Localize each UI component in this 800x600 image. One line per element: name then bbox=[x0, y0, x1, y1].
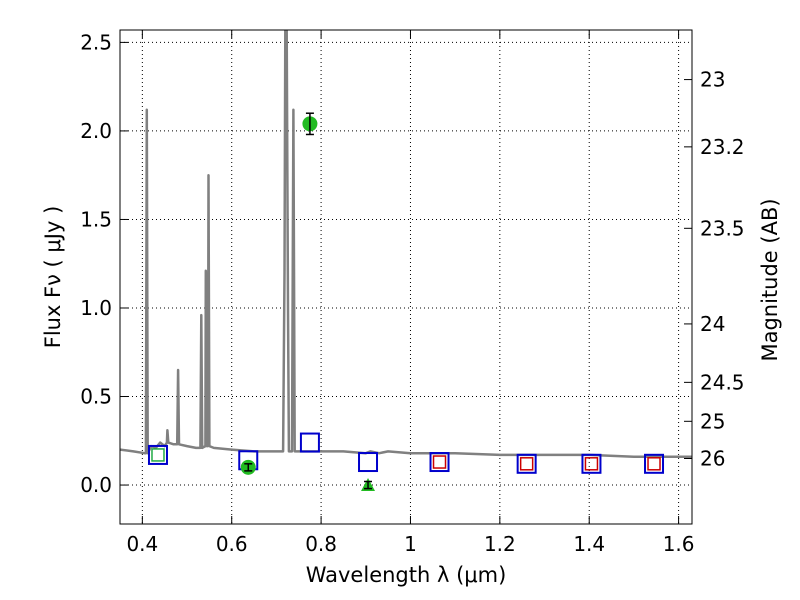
model-box-marker bbox=[581, 453, 602, 474]
x-axis-title: Wavelength λ (μm) bbox=[306, 563, 507, 587]
model-box-marker bbox=[644, 453, 665, 474]
y-tick-label: 0.0 bbox=[80, 473, 112, 497]
model-photometry-boxes bbox=[147, 432, 665, 474]
x-tick-label: 1.6 bbox=[663, 532, 695, 556]
x-tick-label: 0.4 bbox=[126, 532, 158, 556]
x-tick-label: 1.2 bbox=[484, 532, 516, 556]
x-tick-label: 1.4 bbox=[573, 532, 605, 556]
observed-photometry-points bbox=[240, 112, 376, 492]
y2-tick-label: 23 bbox=[700, 68, 725, 92]
y-tick-label: 2.5 bbox=[80, 30, 112, 54]
x-tick-label: 1 bbox=[404, 532, 417, 556]
y-tick-label: 1.0 bbox=[80, 296, 112, 320]
y2-tick-label: 24.5 bbox=[700, 370, 745, 394]
y2-tick-label: 25 bbox=[700, 409, 725, 433]
model-box-inner-marker bbox=[584, 457, 599, 471]
grid-lines bbox=[120, 30, 692, 524]
model-box-inner-marker bbox=[151, 448, 165, 462]
y2-tick-label: 24 bbox=[700, 312, 725, 336]
spectrum-series bbox=[120, 30, 692, 458]
y-tick-label: 2.0 bbox=[80, 119, 112, 143]
x-tick-label: 0.8 bbox=[305, 532, 337, 556]
plot-frame bbox=[119, 29, 693, 525]
axis-ticks: 0.4 0.6 0.8 1 1.2 1.4 1.6 0.0 0.5 1.0 1.5 2.0 2.5 23 2… bbox=[80, 30, 745, 556]
model-box-inner-marker bbox=[647, 457, 661, 471]
y2-tick-label: 26 bbox=[700, 446, 725, 470]
y-tick-label: 1.5 bbox=[80, 207, 112, 231]
model-box-inner-marker bbox=[432, 455, 447, 469]
spectrum-line bbox=[120, 30, 692, 458]
model-box-inner-marker bbox=[519, 457, 534, 471]
y-tick-label: 0.5 bbox=[80, 385, 112, 409]
model-box-marker bbox=[299, 432, 320, 453]
y-axis-title: Flux Fν ( μJy ) bbox=[41, 206, 65, 349]
y2-tick-label: 23.5 bbox=[700, 216, 745, 240]
model-box-marker bbox=[429, 452, 450, 473]
model-box-marker bbox=[147, 444, 168, 465]
model-box-marker bbox=[516, 453, 537, 474]
y2-tick-label: 23.2 bbox=[700, 135, 745, 159]
model-box-marker bbox=[358, 452, 379, 473]
y2-axis-title: Magnitude (AB) bbox=[758, 198, 782, 361]
x-tick-label: 0.6 bbox=[216, 532, 248, 556]
